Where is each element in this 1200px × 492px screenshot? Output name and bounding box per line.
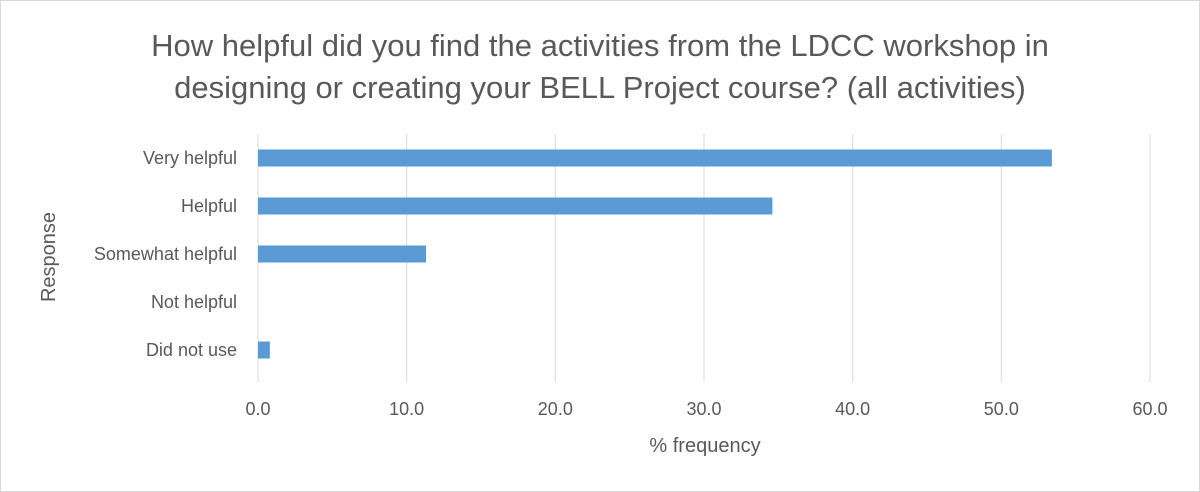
x-tick-label: 30.0 <box>686 399 721 419</box>
category-label: Very helpful <box>143 148 237 168</box>
category-label: Not helpful <box>151 292 237 312</box>
category-label: Helpful <box>181 196 237 216</box>
bar-somewhat-helpful <box>258 245 426 263</box>
category-label: Somewhat helpful <box>94 244 237 264</box>
category-label: Did not use <box>146 340 237 360</box>
x-tick-label: 10.0 <box>389 399 424 419</box>
bar-did-not-use <box>258 341 270 359</box>
chart-title-line-2: designing or creating your BELL Project … <box>174 70 1026 105</box>
x-tick-label: 60.0 <box>1132 399 1167 419</box>
gridlines <box>257 134 1151 382</box>
bar-helpful <box>258 197 773 215</box>
x-tick-label: 20.0 <box>538 399 573 419</box>
x-tick-labels: 0.0 10.0 20.0 30.0 40.0 50.0 60.0 <box>245 399 1167 419</box>
bars <box>258 149 1052 359</box>
x-tick-label: 40.0 <box>835 399 870 419</box>
category-labels: Very helpful Helpful Somewhat helpful Not h… <box>94 148 237 360</box>
chart-title-line-1: How helpful did you find the activities … <box>151 28 1049 63</box>
y-axis-title: Response <box>38 212 60 302</box>
bar-very-helpful <box>258 149 1052 167</box>
x-tick-label: 50.0 <box>984 399 1019 419</box>
x-tick-label: 0.0 <box>245 399 270 419</box>
x-axis-title: % frequency <box>649 435 760 457</box>
